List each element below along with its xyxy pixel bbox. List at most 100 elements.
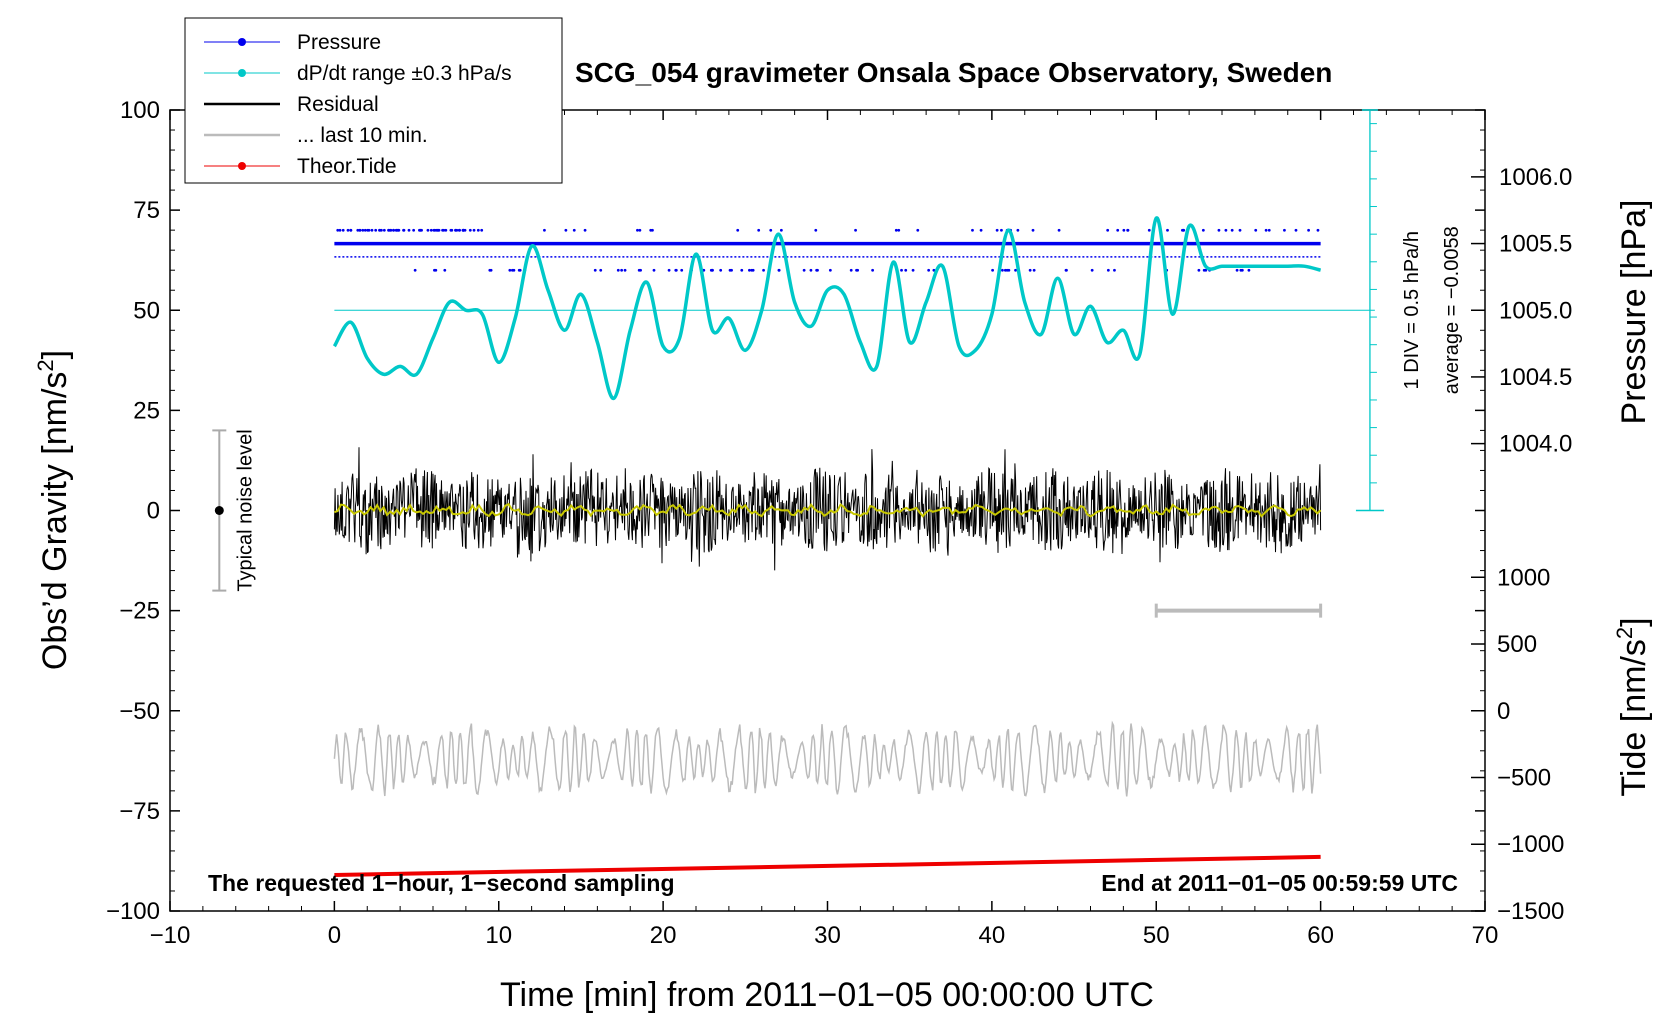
pressure-point [517, 268, 521, 272]
pressure-point [751, 268, 755, 272]
dpdt-line [332, 216, 1322, 401]
dpdt-series: 1 DIV = 0.5 hPa/h average = −0.0058 [332, 109, 1463, 512]
pressure-point [441, 228, 444, 232]
pressure-point [349, 228, 353, 232]
pressure-point [1007, 268, 1011, 272]
y-tick-label: 25 [133, 397, 160, 424]
pressure-point [1032, 268, 1036, 272]
pressure-point [458, 228, 462, 232]
pressure-point [667, 268, 671, 272]
pressure-point [444, 228, 448, 232]
pressure-point [719, 268, 723, 272]
pressure-point [871, 268, 875, 272]
pressure-point [1294, 228, 1298, 232]
pressure-point [1202, 268, 1206, 272]
legend: Pressure dP/dt range ±0.3 hPa/s Residual..… [184, 17, 563, 184]
pressure-point [378, 228, 382, 232]
y-tick-label: −50 [119, 698, 160, 725]
pressure-tick-label: 1005.0 [1499, 297, 1572, 324]
noise-center-dot [214, 506, 224, 515]
tide-tick-label: 500 [1497, 631, 1537, 658]
pressure-point [904, 268, 908, 272]
pressure-point [1057, 228, 1061, 232]
annotation-left: The requested 1−hour, 1−second sampling [208, 870, 675, 896]
pressure-point [436, 228, 440, 232]
y-tick-label: 50 [133, 297, 160, 324]
pressure-point [623, 268, 627, 272]
pressure-tick-label: 1006.0 [1499, 164, 1572, 191]
y-tick-label: −75 [119, 798, 160, 825]
pressure-point [1267, 228, 1271, 232]
y-tick-label: −100 [106, 898, 160, 925]
pressure-point [1031, 228, 1035, 232]
annotation-right: End at 2011−01−05 00:59:59 UTC [1101, 870, 1458, 896]
y-tick-label: 75 [133, 197, 160, 224]
pressure-point [370, 228, 374, 232]
pressure-point [1264, 228, 1268, 232]
pressure-point [1197, 268, 1201, 272]
legend-label: Pressure [297, 31, 381, 54]
pressure-point [849, 268, 853, 272]
pressure-point [363, 228, 367, 232]
pressure-point [779, 228, 783, 232]
pressure-point [927, 268, 931, 272]
x-tick-label: 30 [814, 922, 841, 949]
pressure-point [443, 268, 447, 272]
pressure-point [1240, 268, 1244, 272]
pressure-point [711, 268, 714, 272]
legend-marker [238, 69, 246, 77]
pressure-point [674, 268, 678, 272]
pressure-point [543, 228, 546, 232]
pressure-point [991, 268, 994, 272]
pressure-point [1254, 228, 1258, 232]
chart-annotations: Typical noise level [212, 429, 256, 592]
pressure-point [1230, 228, 1234, 232]
pressure-point [638, 228, 642, 232]
pressure-point [356, 228, 360, 232]
pressure-point [564, 228, 568, 232]
pressure-point [396, 228, 400, 232]
pressure-series [334, 228, 1321, 272]
residual-line [333, 447, 1322, 571]
pressure-point [894, 228, 898, 232]
pressure-point [508, 268, 512, 272]
pressure-point [762, 268, 765, 272]
scale-bar-average: average = −0.0058 [1441, 226, 1463, 394]
pressure-point [1116, 228, 1120, 232]
y-tick-label: −25 [119, 598, 160, 625]
pressure-point [407, 228, 411, 232]
pressure-point [1307, 228, 1310, 232]
legend-box [184, 17, 563, 184]
tide-tick-label: −1500 [1497, 898, 1564, 925]
pressure-point [432, 228, 436, 232]
legend-label: Theor.Tide [297, 155, 397, 178]
pressure-point [1181, 228, 1184, 232]
chart-title: SCG_054 gravimeter Onsala Space Observat… [575, 57, 1332, 88]
x-tick-label: 0 [328, 922, 341, 949]
x-axis-label: Time [min] from 2011−01−05 00:00:00 UTC [500, 976, 1154, 1014]
pressure-point [636, 228, 639, 232]
pressure-point [346, 228, 350, 232]
pressure-point [402, 228, 405, 232]
y-axis-label-left: Obs’d Gravity [nm/s2] [33, 350, 74, 670]
pressure-point [1201, 228, 1205, 232]
pressure-point [461, 228, 465, 232]
pressure-point [897, 228, 901, 232]
pressure-point [512, 268, 516, 272]
y-tick-label: 100 [120, 97, 160, 124]
pressure-point [740, 268, 744, 272]
pressure-point [649, 228, 653, 232]
pressure-point [730, 268, 733, 272]
pressure-point [1224, 228, 1228, 232]
tide-tick-label: −1000 [1497, 831, 1564, 858]
pressure-point [599, 268, 603, 272]
pressure-point [413, 268, 417, 272]
last10-line [333, 720, 1322, 797]
pressure-point [680, 268, 684, 272]
pressure-point [816, 268, 819, 272]
pressure-point [1247, 268, 1251, 272]
pressure-point [412, 228, 416, 232]
pressure-point [419, 228, 423, 232]
pressure-point [374, 228, 378, 232]
pressure-point [916, 228, 920, 232]
